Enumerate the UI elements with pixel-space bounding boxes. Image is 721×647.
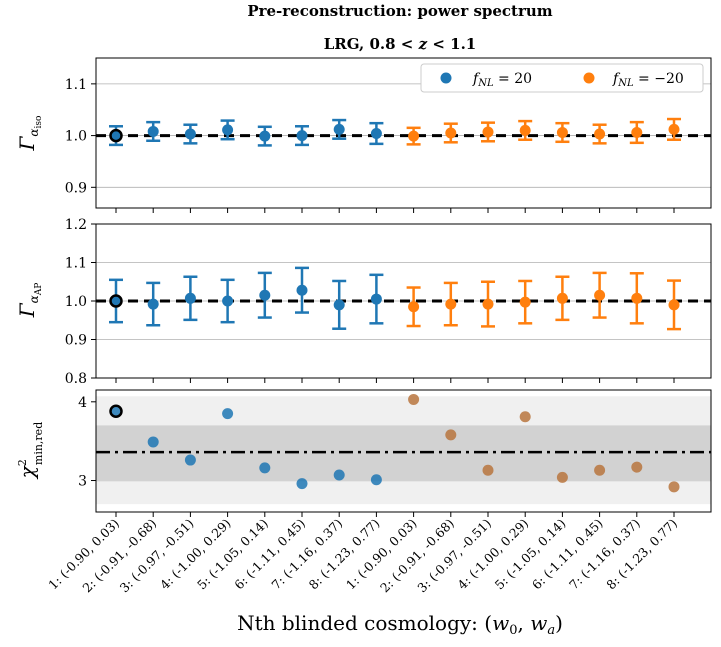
data-point (556, 292, 568, 304)
suptitle: Pre-reconstruction: power spectrum (247, 2, 552, 20)
data-point (109, 294, 123, 308)
data-point (259, 289, 271, 301)
y-tick-label: 0.9 (65, 180, 87, 196)
y-tick-label: 1.1 (65, 77, 87, 93)
x-tick-labels: 1: (-0.90, 0.03)2: (-0.91, -0.68)3: (-0.… (45, 516, 680, 596)
data-point (482, 298, 494, 310)
data-point (184, 128, 196, 140)
data-point (147, 436, 159, 448)
y-tick-label: 0.9 (65, 333, 87, 349)
data-point (556, 126, 568, 138)
panel-Gamma_alpha_iso: 0.9 1.0 1.1 (65, 57, 712, 213)
data-point (594, 128, 606, 140)
data-point (482, 464, 494, 476)
data-point (333, 299, 345, 311)
data-point (222, 295, 234, 307)
data-point (668, 481, 680, 493)
data-point (259, 462, 271, 474)
data-point (631, 461, 643, 473)
legend-marker-fnl-pos (440, 72, 452, 84)
data-point (445, 127, 457, 139)
ylabel-alpha-ap: ΓαAP (15, 283, 44, 319)
y-tick-label: 0.8 (65, 371, 87, 387)
axes-frame (95, 389, 712, 513)
data-point (445, 429, 457, 441)
legend-marker-fnl-neg (583, 72, 595, 84)
axes-frame (95, 57, 712, 209)
data-point (408, 130, 420, 142)
data-point (519, 296, 531, 308)
y-tick-label: 1.1 (65, 256, 87, 272)
data-point (668, 123, 680, 135)
axes-frame (95, 223, 712, 379)
data-point (147, 298, 159, 310)
panels-layer: 0.91.01.10.80.91.01.11.234 (65, 57, 712, 517)
data-point (370, 128, 382, 140)
y-tick-label: 1.0 (65, 129, 87, 145)
data-point (594, 289, 606, 301)
data-point (184, 292, 196, 304)
data-point (222, 124, 234, 136)
data-point (370, 293, 382, 305)
data-point (445, 298, 457, 310)
y-tick-label: 1.2 (65, 217, 87, 233)
data-point (631, 126, 643, 138)
ylabel-chi2: χ2 min,red (15, 422, 45, 480)
data-point (222, 408, 234, 420)
data-point (594, 464, 606, 476)
data-point (408, 393, 420, 405)
data-point (147, 125, 159, 137)
data-point (296, 284, 308, 296)
data-point (109, 128, 123, 143)
ylabel-alpha-iso: Γαiso (15, 116, 44, 152)
data-point (296, 478, 308, 490)
data-point (333, 469, 345, 481)
legend-box (420, 63, 704, 93)
data-point (482, 126, 494, 138)
data-point (519, 124, 531, 136)
y-tick-label: 1.0 (65, 294, 87, 310)
x-axis-label: Nth blinded cosmology: (w0, wa) (237, 611, 563, 638)
data-point (631, 292, 643, 304)
data-point (556, 471, 568, 483)
panel-Gamma_alpha_AP: 0.8 0.9 1.0 1.1 1.2 (65, 217, 712, 387)
data-point (109, 404, 123, 419)
data-point (333, 123, 345, 135)
data-point (370, 474, 382, 486)
y-tick-label: 4 (78, 395, 87, 411)
y-tick-label: 3 (78, 474, 87, 490)
data-point (519, 411, 531, 423)
data-point (259, 130, 271, 142)
panel-title: LRG, 0.8 < z < 1.1 (324, 35, 476, 53)
data-point (184, 454, 196, 466)
data-point (668, 299, 680, 311)
data-point (296, 130, 308, 142)
panel-chi2_min_red: 34 (78, 389, 712, 517)
legend: fNL = 20 fNL = −20 (420, 63, 704, 93)
data-point (408, 301, 420, 313)
